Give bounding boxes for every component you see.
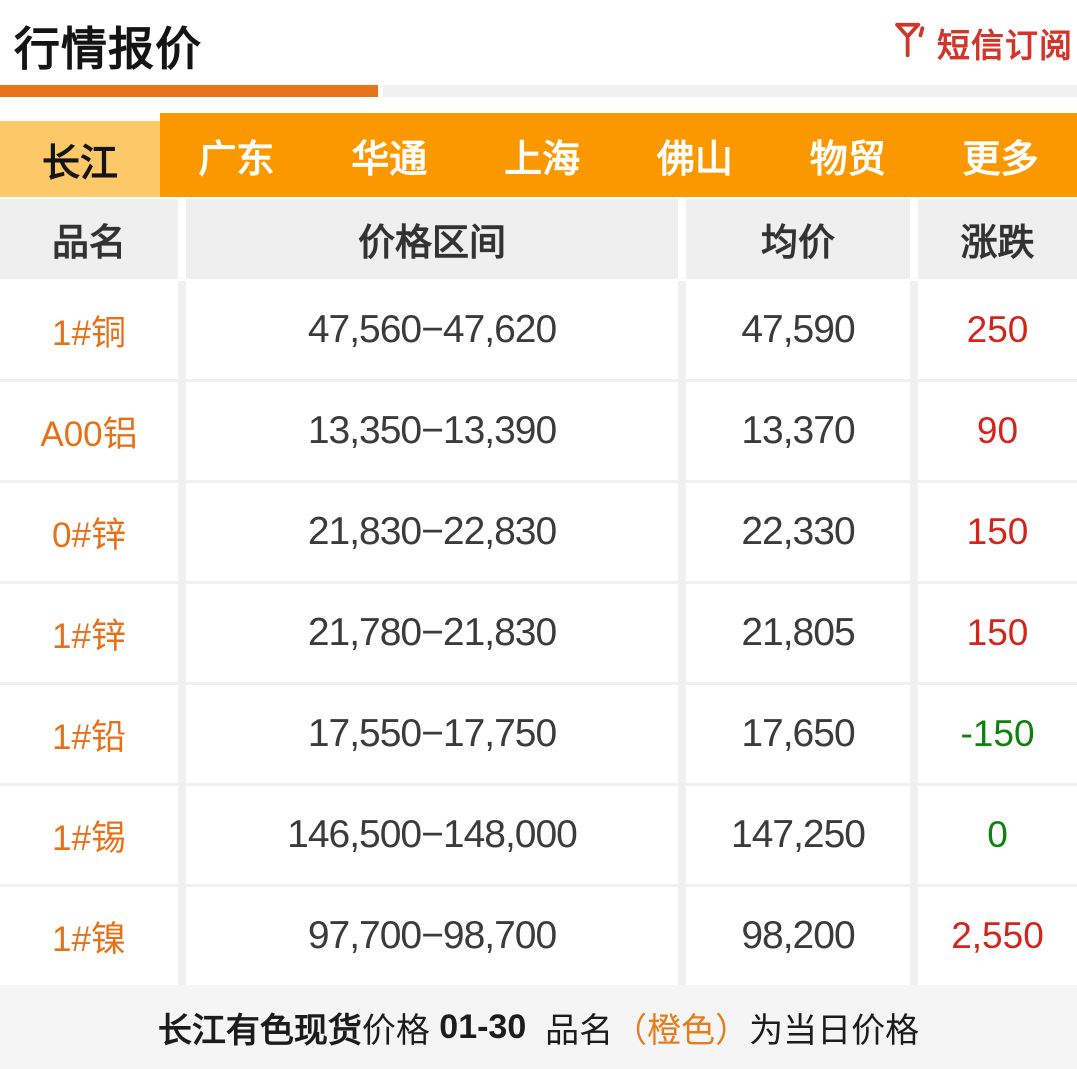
average-price: 13,370 xyxy=(686,382,910,480)
sms-subscribe-label: 短信订阅 xyxy=(937,26,1073,64)
price-change: 2,550 xyxy=(918,887,1077,985)
divider xyxy=(0,197,1077,199)
tab-佛山[interactable]: 佛山 xyxy=(656,138,733,181)
column-header: 涨跌 xyxy=(918,199,1077,279)
table-row[interactable]: 1#镍 97,700−98,700 98,200 2,550 xyxy=(0,887,1077,985)
price-change: 0 xyxy=(918,786,1077,884)
product-name: 1#锡 xyxy=(0,786,178,884)
product-name: 1#锌 xyxy=(0,584,178,682)
tab-changjiang-active[interactable]: 长江 xyxy=(0,121,160,197)
table-row[interactable]: 1#锡 146,500−148,000 147,250 0 xyxy=(0,786,1077,884)
spacer xyxy=(0,97,1077,113)
tab-华通[interactable]: 华通 xyxy=(351,138,428,181)
average-price: 21,805 xyxy=(686,584,910,682)
market-tabbar: 长江 广东 华通 上海 佛山 物贸 更多 xyxy=(0,113,1077,197)
footer-text-segment: 价格 xyxy=(361,1011,440,1050)
footer-text-segment: （橙色） xyxy=(613,1011,750,1050)
footer-text-segment: 01-30 xyxy=(439,1007,527,1046)
underline-orange-segment xyxy=(0,85,378,97)
product-name: 0#锌 xyxy=(0,483,178,581)
price-range: 17,550−17,750 xyxy=(186,685,678,783)
underline-gray-segment xyxy=(383,85,1077,97)
average-price: 17,650 xyxy=(686,685,910,783)
table-row[interactable]: 1#铅 17,550−17,750 17,650 -150 xyxy=(0,685,1077,783)
footer-text-segment: 长江有色现货 xyxy=(157,1011,362,1050)
product-name: 1#铜 xyxy=(0,281,178,379)
average-price: 47,590 xyxy=(686,281,910,379)
product-name: 1#铅 xyxy=(0,685,178,783)
table-row[interactable]: 0#锌 21,830−22,830 22,330 150 xyxy=(0,483,1077,581)
price-change: 90 xyxy=(918,382,1077,480)
product-name: A00铝 xyxy=(0,382,178,480)
antenna-icon xyxy=(893,20,927,65)
page-title: 行情报价 xyxy=(14,22,202,75)
footer-text-segment: 为当日价格 xyxy=(749,1011,920,1050)
table-header-row: 品名 价格区间 均价 涨跌 xyxy=(0,199,1077,279)
product-name: 1#镍 xyxy=(0,887,178,985)
price-change: 150 xyxy=(918,483,1077,581)
tab-上海[interactable]: 上海 xyxy=(504,138,581,181)
price-table-body: 1#铜 47,560−47,620 47,590 250 A00铝 13,350−13,3… xyxy=(0,281,1077,985)
tab-更多[interactable]: 更多 xyxy=(962,138,1039,181)
column-header: 均价 xyxy=(686,199,910,279)
tab-广东[interactable]: 广东 xyxy=(198,138,275,181)
average-price: 147,250 xyxy=(686,786,910,884)
title-underline xyxy=(0,85,1077,97)
price-change: 150 xyxy=(918,584,1077,682)
average-price: 22,330 xyxy=(686,483,910,581)
sms-subscribe-link[interactable]: 短信订阅 xyxy=(893,19,1077,67)
table-row[interactable]: 1#铜 47,560−47,620 47,590 250 xyxy=(0,281,1077,379)
column-header: 价格区间 xyxy=(186,199,678,279)
tabbar-rest: 广东 华通 上海 佛山 物贸 更多 xyxy=(160,113,1077,197)
table-row[interactable]: A00铝 13,350−13,390 13,370 90 xyxy=(0,382,1077,480)
column-header: 品名 xyxy=(0,199,178,279)
price-range: 47,560−47,620 xyxy=(186,281,678,379)
top-header: 行情报价 短信订阅 xyxy=(0,0,1077,85)
price-range: 13,350−13,390 xyxy=(186,382,678,480)
price-change: 250 xyxy=(918,281,1077,379)
tab-物贸[interactable]: 物贸 xyxy=(809,138,886,181)
price-range: 146,500−148,000 xyxy=(186,786,678,884)
price-range: 21,830−22,830 xyxy=(186,483,678,581)
price-change: -150 xyxy=(918,685,1077,783)
underline-gap xyxy=(378,85,383,97)
average-price: 98,200 xyxy=(686,887,910,985)
price-range: 21,780−21,830 xyxy=(186,584,678,682)
footer-text-segment: 品名 xyxy=(526,1011,614,1050)
footer-note: 长江有色现货 价格 01-30 品名 （橙色） 为当日价格 xyxy=(0,985,1077,1069)
divider xyxy=(0,279,1077,281)
table-row[interactable]: 1#锌 21,780−21,830 21,805 150 xyxy=(0,584,1077,682)
price-range: 97,700−98,700 xyxy=(186,887,678,985)
